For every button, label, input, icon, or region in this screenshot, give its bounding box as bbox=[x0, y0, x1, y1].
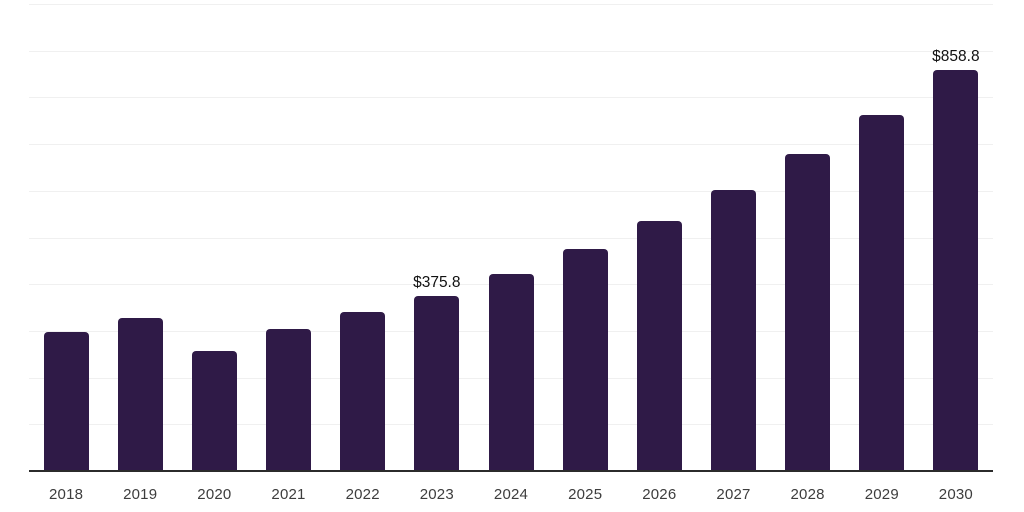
x-tick-2030: 2030 bbox=[938, 486, 973, 503]
x-tick-2024: 2024 bbox=[493, 486, 529, 503]
bar-2022 bbox=[340, 312, 386, 471]
bar-2028 bbox=[785, 154, 831, 471]
x-tick-2027: 2027 bbox=[716, 486, 751, 503]
x-tick-2028: 2028 bbox=[790, 486, 825, 503]
x-tick-2029: 2029 bbox=[864, 486, 899, 503]
bar-2026 bbox=[636, 220, 682, 471]
data-label-2023: $375.8 bbox=[413, 273, 461, 291]
gridline-1000 bbox=[29, 4, 993, 5]
x-tick-2022: 2022 bbox=[345, 486, 380, 503]
x-tick-2026: 2026 bbox=[642, 486, 677, 503]
x-axis-line bbox=[29, 470, 993, 472]
x-tick-2019: 2019 bbox=[123, 486, 158, 503]
bar-2025 bbox=[562, 248, 608, 471]
data-label-2030: $858.8 bbox=[932, 47, 980, 65]
gridline-800 bbox=[29, 97, 993, 98]
x-tick-2025: 2025 bbox=[568, 486, 603, 503]
x-tick-2021: 2021 bbox=[271, 486, 306, 503]
bar-2020 bbox=[191, 351, 237, 471]
bar-2019 bbox=[117, 318, 163, 471]
bar-2024 bbox=[488, 273, 534, 471]
x-tick-2018: 2018 bbox=[49, 486, 84, 503]
bar-2018 bbox=[43, 332, 89, 471]
bar-2023 bbox=[414, 295, 460, 471]
gridline-900 bbox=[29, 51, 993, 52]
x-tick-2023: 2023 bbox=[419, 486, 454, 503]
bar-2029 bbox=[859, 114, 905, 471]
gridline-700 bbox=[29, 144, 993, 145]
bar-2021 bbox=[266, 328, 311, 471]
bar-2027 bbox=[711, 189, 756, 471]
bar-2030 bbox=[933, 69, 979, 471]
gridline-500 bbox=[29, 238, 993, 239]
x-tick-2020: 2020 bbox=[197, 486, 232, 503]
gridline-600 bbox=[29, 191, 993, 192]
